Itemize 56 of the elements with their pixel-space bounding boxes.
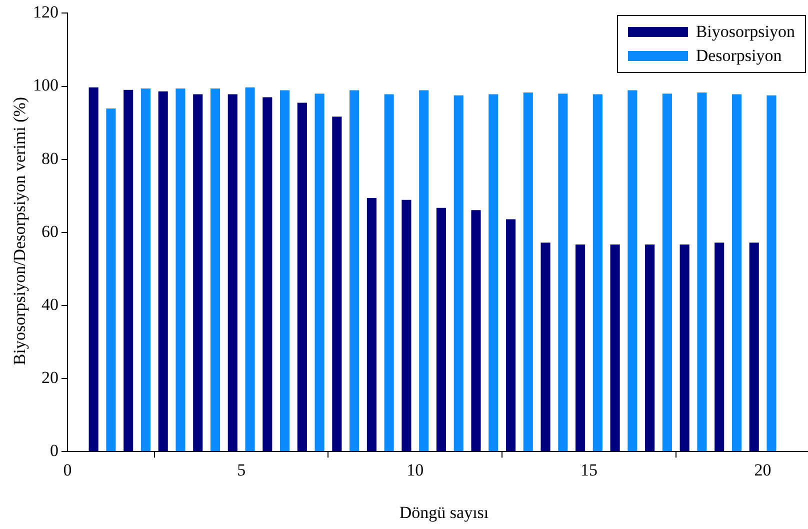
bar xyxy=(488,94,498,452)
bar xyxy=(366,198,376,452)
bar xyxy=(140,88,150,452)
bar xyxy=(680,244,690,452)
bar xyxy=(88,87,98,452)
y-tick-label: 40 xyxy=(42,294,58,314)
bar xyxy=(749,242,759,452)
bar xyxy=(732,94,742,452)
bar xyxy=(645,244,655,452)
y-tick-label: 60 xyxy=(42,222,58,241)
bar xyxy=(193,94,203,452)
bar xyxy=(454,95,464,452)
bar xyxy=(419,90,429,452)
bar xyxy=(523,92,533,452)
bar xyxy=(280,90,290,452)
legend-label: Desorpsiyon xyxy=(696,46,782,66)
bar xyxy=(332,116,342,452)
bar xyxy=(628,90,638,452)
bar xyxy=(314,94,324,452)
bar xyxy=(714,242,724,452)
y-tick-label: 0 xyxy=(50,441,58,460)
bar xyxy=(384,94,394,452)
x-axis-title: Döngü sayısı xyxy=(399,503,489,523)
bar xyxy=(402,200,412,452)
y-axis-title: Biyosorpsiyon/Desorpsiyon verimi (%) xyxy=(10,96,30,366)
x-tick-label: 15 xyxy=(580,460,598,480)
bar xyxy=(210,88,220,452)
bar xyxy=(592,94,602,452)
x-tick-label: 5 xyxy=(237,460,246,480)
bar xyxy=(471,210,481,452)
bar xyxy=(576,244,586,452)
y-tick-label: 20 xyxy=(42,368,58,387)
bar xyxy=(124,90,134,452)
bar xyxy=(176,88,186,452)
y-tick-label: 100 xyxy=(33,76,58,95)
bar xyxy=(106,108,116,452)
x-tick-label: 20 xyxy=(754,460,772,480)
bar xyxy=(158,91,168,452)
y-tick-label: 80 xyxy=(42,148,58,168)
legend-label: Biyosorpsiyon xyxy=(696,22,795,42)
bar xyxy=(297,102,307,452)
bar xyxy=(662,94,672,452)
bar xyxy=(228,94,238,452)
x-tick-label: 10 xyxy=(406,460,424,480)
bar xyxy=(697,92,707,452)
bar xyxy=(436,208,446,452)
bar xyxy=(262,97,272,452)
bar xyxy=(540,242,550,452)
bar xyxy=(558,94,568,452)
bar xyxy=(245,87,255,452)
x-tick-label: 0 xyxy=(63,460,72,480)
bar xyxy=(506,219,516,452)
y-tick-label: 120 xyxy=(33,2,58,22)
bar xyxy=(350,90,360,452)
bar xyxy=(610,244,620,452)
bar xyxy=(766,95,776,452)
